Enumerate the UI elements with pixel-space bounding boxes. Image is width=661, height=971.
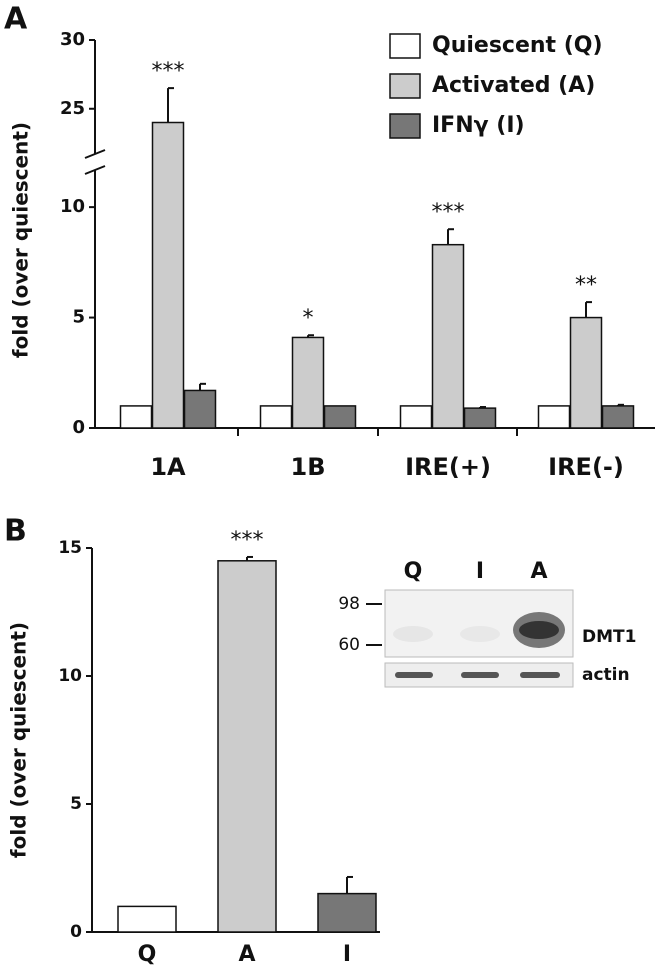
x-tick-label: Q [138, 942, 157, 967]
x-tick-label: IRE(+) [405, 453, 491, 481]
significance: *** [152, 59, 185, 84]
blot-band [395, 672, 433, 678]
bar [569, 316, 603, 429]
legend-label: Quiescent (Q) [432, 33, 603, 58]
bar [217, 560, 277, 933]
bar [601, 405, 635, 429]
blot-band [393, 626, 433, 642]
bar [323, 405, 357, 429]
bar [399, 405, 433, 429]
blot-band [520, 672, 560, 678]
band-label: DMT1 [582, 627, 636, 647]
legend-swatch [389, 113, 421, 139]
x-tick-label: 1B [291, 453, 326, 481]
axis-break [84, 165, 106, 175]
bar [183, 389, 217, 429]
bar [463, 407, 497, 429]
bar [431, 243, 465, 429]
y-tick-label: 10 [58, 666, 82, 686]
bar [291, 336, 325, 429]
blot-band [461, 672, 499, 678]
band-label: actin [582, 665, 630, 685]
blot-inset: Q I A 98 60 DMT1 actin [338, 559, 636, 688]
y-tick-label: 5 [72, 307, 85, 328]
x-tick-label: IRE(-) [548, 453, 624, 481]
blot-band [519, 621, 559, 639]
significance: ** [575, 273, 597, 298]
bar [117, 905, 177, 933]
y-axis-label: fold (over quiescent) [7, 622, 31, 858]
y-tick-label: 0 [72, 417, 85, 438]
bar [537, 405, 571, 429]
significance: * [303, 306, 314, 331]
y-tick-label: 15 [58, 538, 82, 558]
x-tick-label: I [343, 942, 351, 967]
marker-label: 60 [338, 635, 360, 655]
marker-label: 98 [338, 594, 360, 614]
y-tick-label: 10 [60, 196, 85, 217]
lane-label: I [476, 559, 484, 584]
y-tick-label: 30 [60, 29, 85, 50]
bar [317, 892, 377, 933]
bar [119, 405, 153, 429]
y-tick-label: 5 [70, 794, 82, 814]
legend-label: Activated (A) [432, 73, 595, 98]
x-tick-label: 1A [150, 453, 186, 481]
panel-label: B [4, 514, 27, 549]
y-tick-label: 0 [70, 922, 82, 942]
lane-label: A [530, 559, 547, 584]
y-tick-label: 25 [60, 98, 85, 119]
legend-swatch [389, 73, 421, 99]
panel-label: A [4, 2, 28, 37]
lane-label: Q [404, 559, 423, 584]
y-axis-label: fold (over quiescent) [9, 122, 33, 358]
axis-break [84, 149, 106, 159]
significance: *** [432, 200, 465, 225]
significance: *** [231, 528, 264, 553]
legend-label: IFNγ (I) [432, 113, 525, 138]
blot-band [460, 626, 500, 642]
legend-swatch [389, 33, 421, 59]
bar [259, 405, 293, 429]
x-tick-label: A [238, 942, 255, 967]
bar [151, 121, 185, 429]
